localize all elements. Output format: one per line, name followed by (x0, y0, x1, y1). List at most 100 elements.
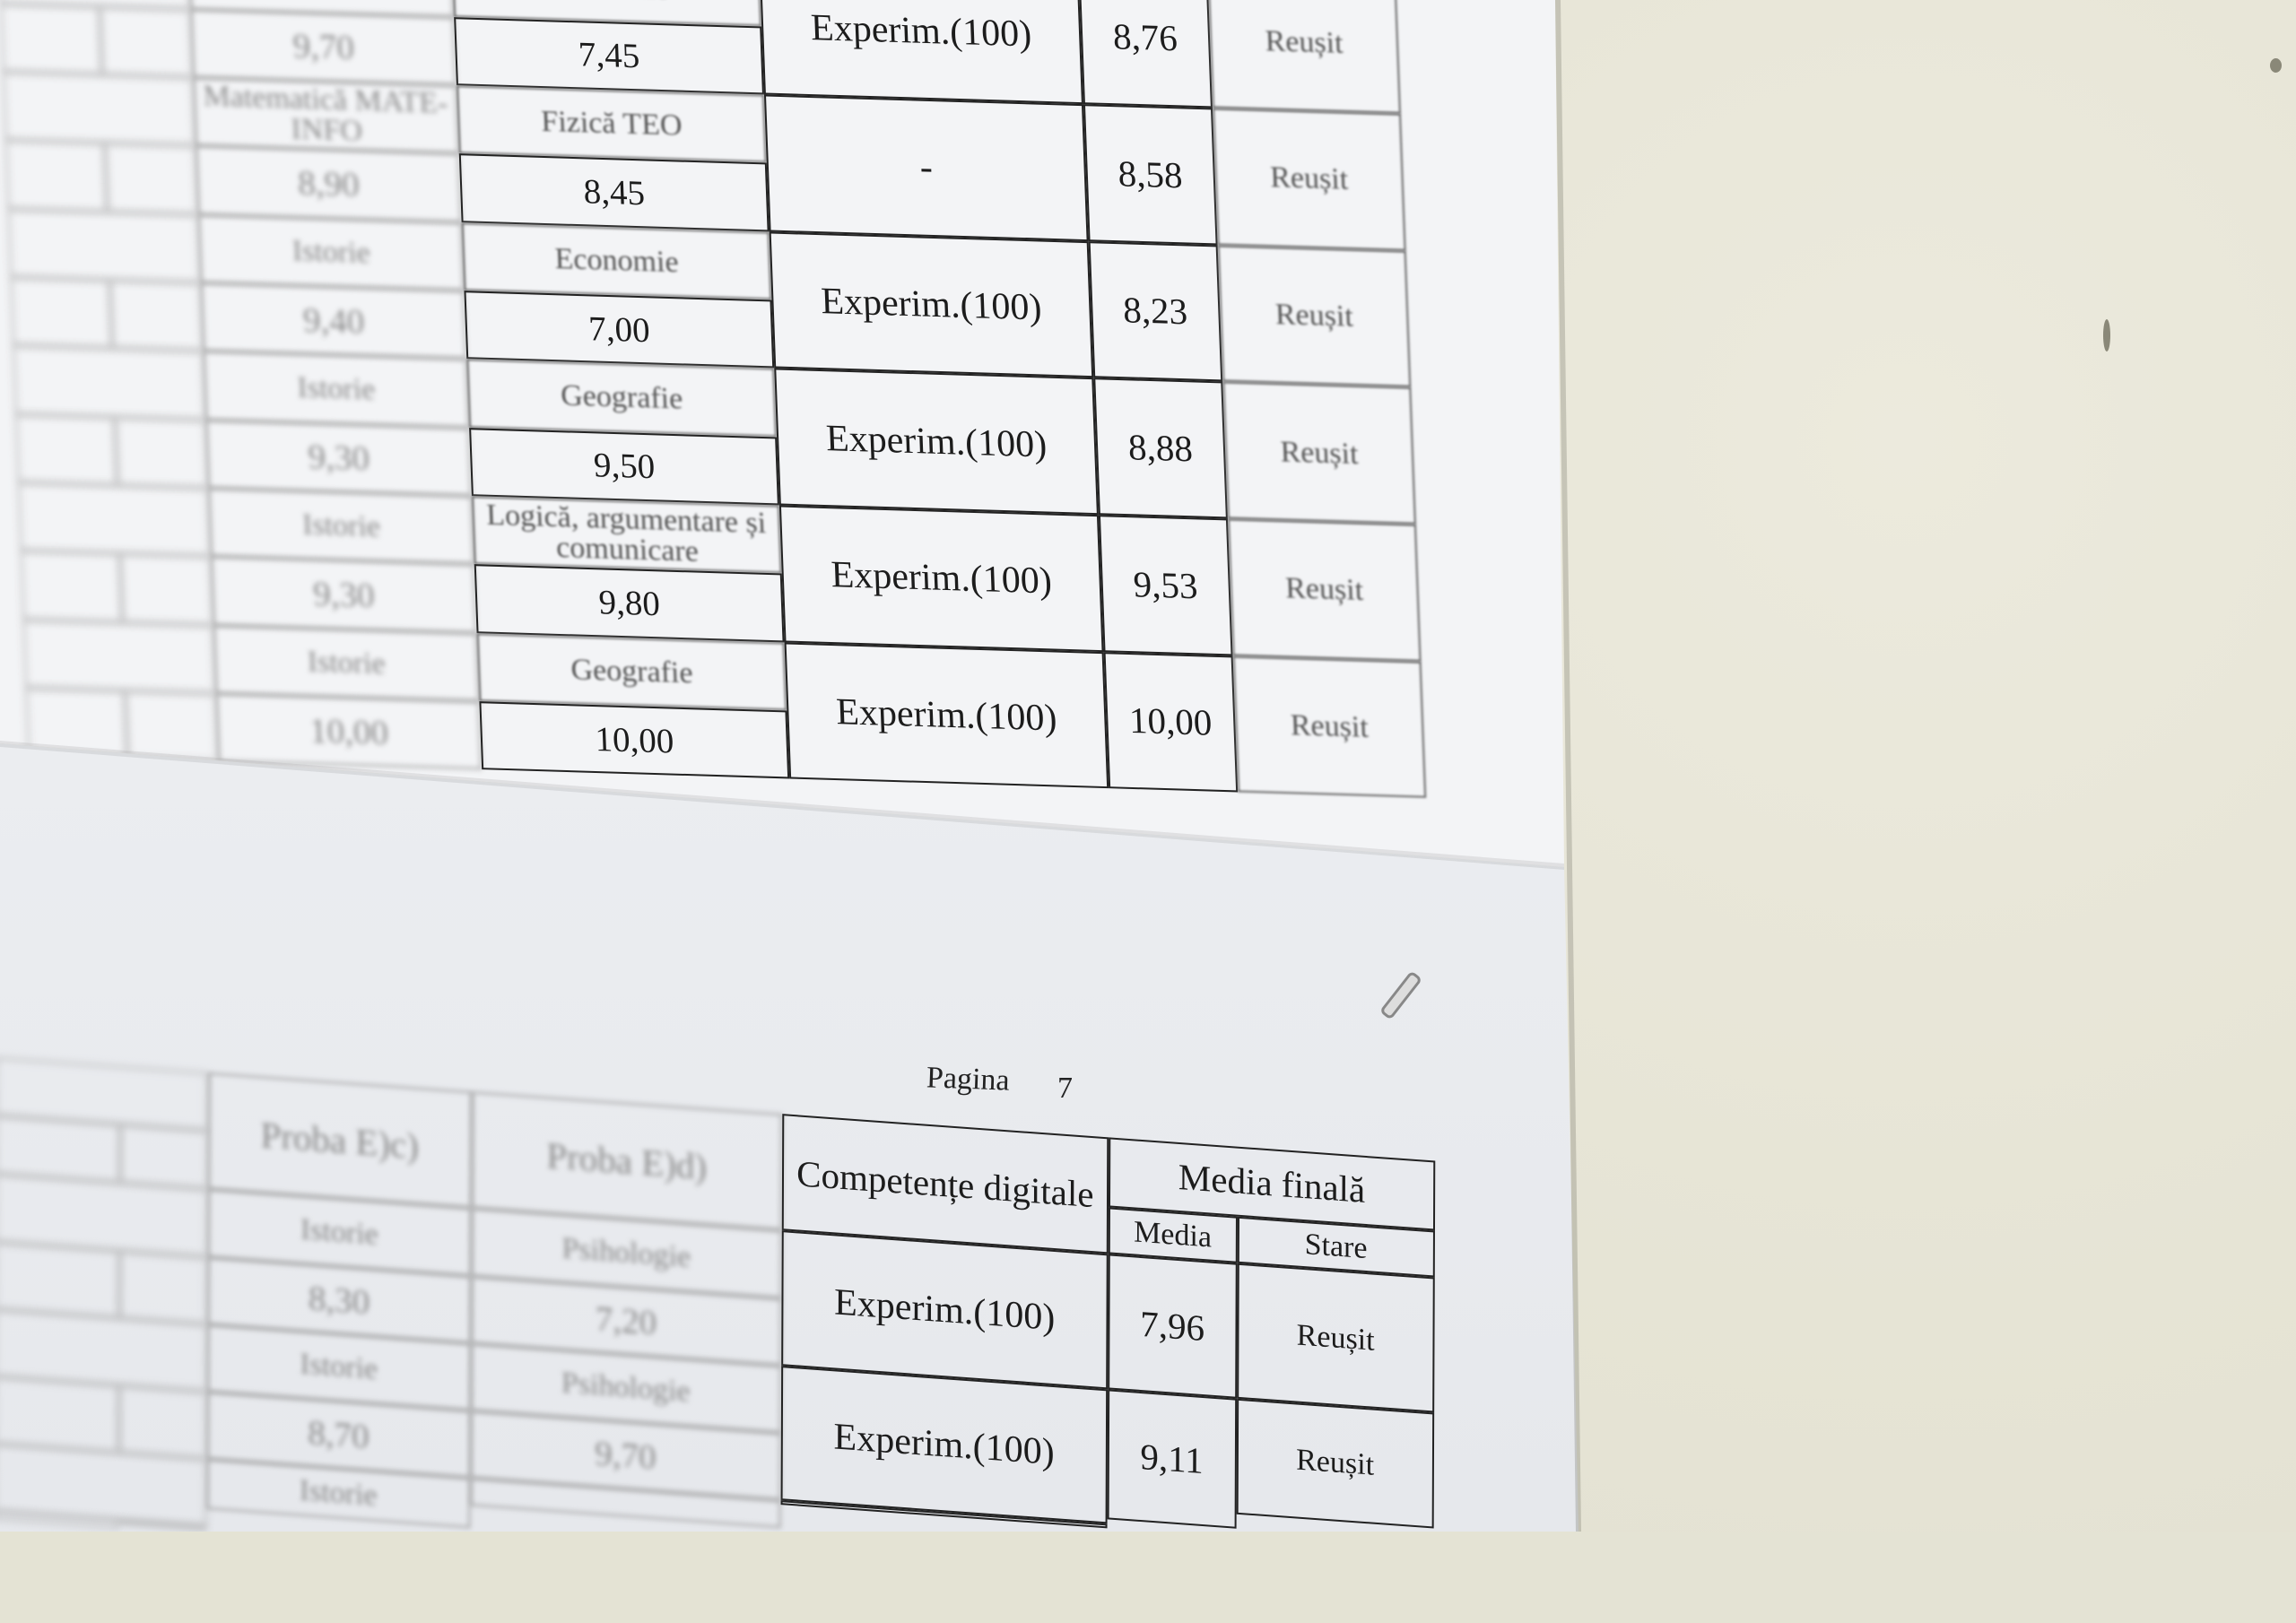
proba-ec-subject-text: Matematică MATE-INFO (202, 79, 449, 149)
left-cell (10, 276, 113, 349)
proba-ed-subject: Fizică TEO (457, 85, 767, 163)
left-cell (109, 280, 204, 352)
results-sheet-previous (0, 0, 1564, 867)
media-finala: 8,58 (1083, 104, 1218, 246)
media-finala: 9,53 (1098, 515, 1233, 656)
page-number: 7 (1057, 1072, 1073, 1105)
stare: Reușit (1222, 381, 1417, 525)
left-cell (20, 551, 123, 622)
stare-text: Reușit (1296, 1318, 1375, 1358)
top-results-table: 9,70 Economie 7,45 Experim.(100) 8,76 Reușit M… (0, 0, 1427, 799)
proba-ed-subject-text: Geografie (560, 378, 683, 416)
proba-ec-subject-text: Istorie (291, 234, 371, 270)
proba-ed-grade-text: 7,20 (595, 1298, 657, 1342)
proba-ec-subject-text: Istorie (301, 508, 381, 544)
media-finala-text: 7,96 (1140, 1302, 1205, 1350)
staple (1378, 970, 1423, 1020)
proba-ec-subject: Istorie (213, 624, 480, 702)
proba-ec-grade-text: 9,40 (302, 300, 365, 342)
competente-digitale: - (763, 94, 1089, 241)
proba-ec-grade: 9,30 (210, 556, 477, 633)
stare-text: Reușit (1279, 434, 1360, 471)
media-finala-text: 8,23 (1122, 289, 1188, 333)
proba-ed-grade-text: 10,00 (594, 719, 675, 761)
left-cell (104, 143, 198, 215)
left-cell (2, 72, 196, 146)
proba-ed-grade: 9,50 (469, 427, 779, 506)
stare-text: Reușit (1296, 1443, 1375, 1483)
stare: Reușit (1236, 1263, 1435, 1413)
left-cell (17, 482, 211, 557)
proba-ed-subject: Geografie (466, 359, 778, 438)
stare-text: Reușit (1274, 298, 1354, 334)
competente-digitale-text: Experim.(100) (830, 554, 1053, 603)
proba-ed-subject-text: Psihologie (561, 1231, 691, 1274)
media-finala-text: 10,00 (1128, 699, 1213, 744)
media-finala-text: 9,53 (1132, 563, 1199, 607)
proba-ec-grade: 8,90 (196, 145, 462, 222)
proba-ed-subject-text: Fizică TEO (540, 105, 683, 143)
left-cell (118, 1384, 207, 1459)
proba-ec-grade: 9,30 (205, 420, 473, 497)
header-proba-ec-text: Proba E)c) (260, 1113, 420, 1167)
proba-ed-subject-text: Geografie (570, 653, 694, 690)
proba-ed-grade-text: 8,45 (582, 172, 646, 213)
proba-ed-grade-text: 9,80 (597, 583, 661, 624)
competente-digitale: Experim.(100) (780, 1230, 1109, 1389)
media-finala-text: 8,76 (1112, 15, 1178, 59)
proba-ec-subject: Istorie (197, 214, 465, 291)
left-cell (100, 6, 194, 78)
header-stare-text: Stare (1304, 1228, 1368, 1266)
media-finala: 8,88 (1093, 378, 1228, 519)
competente-digitale: Experim.(100) (769, 231, 1094, 378)
stare: Reușit (1217, 245, 1412, 388)
proba-ec-subject: Matematică MATE-INFO (193, 77, 459, 154)
left-cell (125, 690, 219, 762)
proba-ed-grade-text: 9,50 (593, 446, 656, 487)
proba-ec-subject-text: Istorie (296, 370, 376, 407)
competente-digitale-text: Experim.(100) (833, 1416, 1055, 1473)
proba-ec-subject: Istorie (203, 351, 470, 428)
proba-ec-grade-text: 9,30 (312, 574, 376, 615)
proba-ed-grade-text: 7,00 (587, 308, 651, 350)
left-cell (7, 208, 201, 283)
media-finala: 8,23 (1088, 240, 1222, 382)
stare: Reușit (1232, 655, 1427, 799)
proba-ed-grade: 7,45 (454, 16, 764, 95)
proba-ec-subject-text: Istorie (307, 645, 387, 681)
media-finala-text: 8,88 (1127, 426, 1194, 470)
header-media-text: Media (1134, 1215, 1213, 1254)
header-competente-digitale-text: Competențe digitale (796, 1151, 1094, 1215)
proba-ec-grade: 9,40 (200, 282, 467, 360)
proba-ec-grade: 10,00 (215, 693, 483, 770)
stare-text: Reușit (1290, 708, 1370, 744)
stare: Reușit (1236, 1398, 1435, 1529)
header-competente-digitale: Competențe digitale (781, 1113, 1109, 1254)
competente-digitale-text: Experim.(100) (835, 691, 1058, 740)
left-cell (0, 3, 102, 75)
results-sheet-page-7 (0, 743, 1578, 1532)
media-finala-text: 8,58 (1117, 152, 1184, 196)
proba-ed-grade-text: 9,70 (595, 1433, 657, 1477)
left-cell (119, 553, 213, 625)
left-cell (118, 1250, 208, 1324)
media-finala: 7,96 (1108, 1254, 1238, 1399)
competente-digitale-text: Experim.(100) (820, 281, 1043, 329)
proba-ed-subject: Economie (461, 221, 772, 300)
stare: Reușit (1227, 518, 1422, 662)
competente-digitale-text: - (918, 146, 934, 189)
proba-ed-subject-text: Economie (553, 242, 680, 280)
proba-ec-subject: Istorie (208, 488, 474, 565)
stare-text: Reușit (1269, 161, 1349, 197)
proba-ed-grade: 9,80 (474, 564, 785, 643)
bottom-table-area: Pagina 7 Proba E)c) Proba E)d) Competențe … (0, 970, 1436, 1530)
proba-ec-grade-text: 8,30 (308, 1278, 370, 1322)
proba-ed-grade-text: 7,45 (578, 35, 641, 76)
header-left (119, 1124, 208, 1190)
competente-digitale: Experim.(100) (774, 368, 1099, 516)
proba-ed-subject-text: Logică, argumentare și comunicare (485, 498, 767, 568)
proba-ec-subject-text: Istorie (300, 1347, 378, 1386)
wall-mark (2270, 58, 2282, 73)
proba-ed-grade: 10,00 (479, 701, 790, 779)
stare-text: Reușit (1264, 24, 1344, 60)
